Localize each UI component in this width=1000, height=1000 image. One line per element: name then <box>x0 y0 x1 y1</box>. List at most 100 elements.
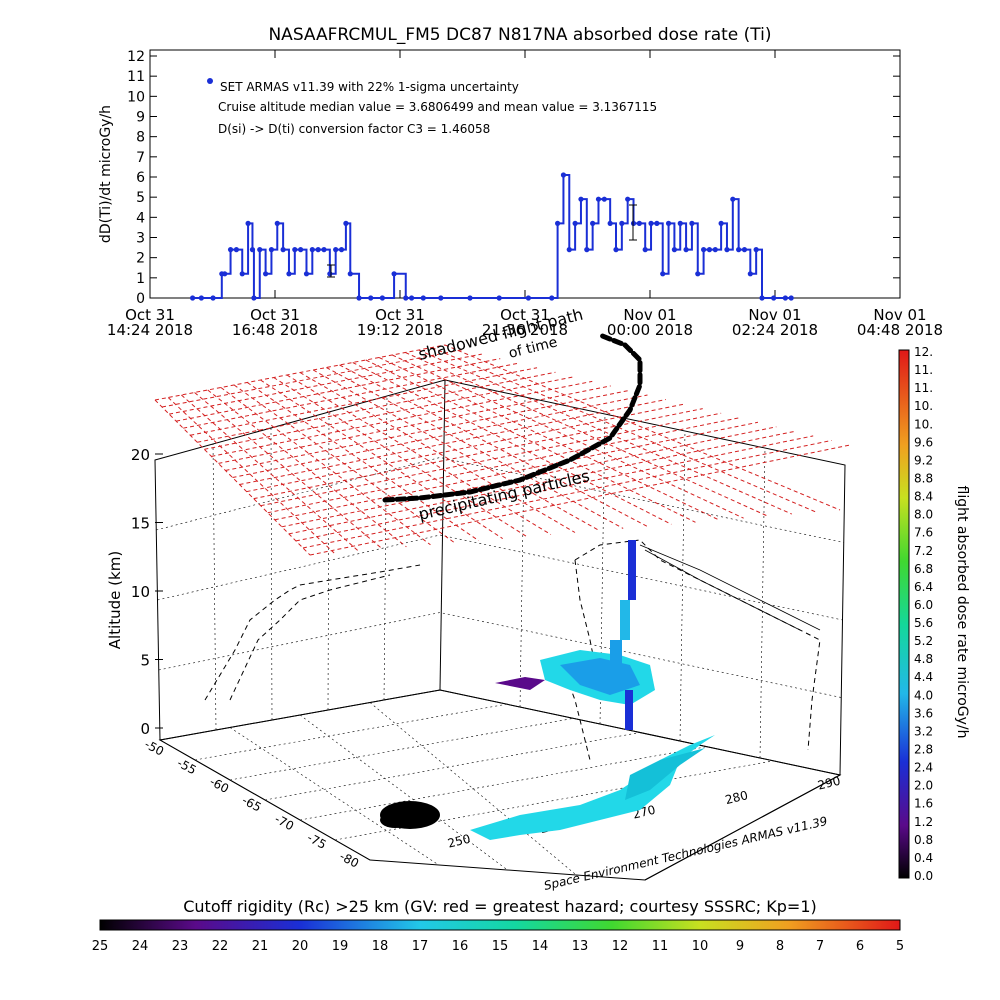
mesh-line <box>194 392 383 550</box>
rigidity-tick-label: 24 <box>132 939 149 954</box>
floor-grid-line <box>229 718 574 781</box>
floor-grid-line <box>194 703 507 761</box>
x-tick-label-date: Oct 31 <box>125 306 175 324</box>
dose-colorbar-tick-label: 2.8 <box>914 743 933 757</box>
mesh-line <box>154 399 311 556</box>
dose-colorbar-tick-label: 0.8 <box>914 833 933 847</box>
rigidity-tick-label: 15 <box>492 939 509 954</box>
rigidity-ticks: 25 24 23 22 21 20 19 18 17 16 15 14 13 12 11 10 9 8 7 6 5 <box>92 939 904 954</box>
latitude-tick-label: -70 <box>272 812 296 834</box>
dose-rate-point <box>280 247 286 253</box>
dose-rate-point <box>257 247 263 253</box>
mesh-line <box>232 394 648 478</box>
mesh-line <box>418 349 793 515</box>
dose-colorbar-tick-label: 8.8 <box>914 471 933 485</box>
flight-path-projection-solid <box>639 544 821 631</box>
flight-3d-panel: 0 5 10 15 20 Altitude (km) -80 -75 -70 -65 -60 -5… <box>106 305 851 893</box>
mesh-line <box>181 394 359 552</box>
mesh-line <box>260 412 722 507</box>
mesh-line <box>295 435 814 542</box>
dose-colorbar-tick-label: 7.2 <box>914 544 933 558</box>
wall-grid-line <box>158 612 842 698</box>
dose-rate-point <box>701 247 707 253</box>
dose-rate-point <box>315 247 321 253</box>
radiation-surface-mesh <box>154 344 851 556</box>
longitude-tick-label: 290 <box>816 774 842 793</box>
dose-rate-point <box>625 196 631 202</box>
dose-rate-point <box>636 220 642 226</box>
dose-rate-point <box>648 220 654 226</box>
dose-rate-point <box>268 247 275 253</box>
mesh-line <box>309 444 851 556</box>
dose-colorbar-tick-label: 3.2 <box>914 724 933 738</box>
dose-rate-point <box>403 295 409 301</box>
dose-rate-point <box>671 247 678 253</box>
dose-rate-point <box>227 247 234 253</box>
mesh-line <box>239 399 667 486</box>
longitude-tick-label: 280 <box>724 788 750 807</box>
dose-rate-point <box>584 247 590 253</box>
floor-grid-line <box>229 727 439 866</box>
floor-grid-line <box>264 732 641 801</box>
dose-colorbar-tick-label: 8.0 <box>914 508 933 522</box>
x-tick-label-time: 02:24 2018 <box>732 321 818 339</box>
dose-rate-point <box>736 247 742 253</box>
dose-rate-point <box>607 220 613 226</box>
mesh-line <box>168 353 482 415</box>
y-tick-label: 4 <box>136 210 145 226</box>
rigidity-tick-label: 19 <box>332 939 349 954</box>
wall-grid <box>156 395 844 759</box>
x-tick-label-time: 04:48 2018 <box>857 321 943 339</box>
mesh-line <box>218 385 611 464</box>
dose-rate-point <box>689 220 695 226</box>
mesh-line <box>392 354 744 519</box>
dose-colorbar-tick-label: 5.6 <box>914 616 933 630</box>
altitude-tick-label: 10 <box>131 583 150 601</box>
dose-rate-point <box>578 196 584 202</box>
mesh-line <box>274 421 759 521</box>
rigidity-title: Cutoff rigidity (Rc) >25 km (GV: red = g… <box>183 897 817 916</box>
dose-rate-point <box>706 247 713 253</box>
mesh-line <box>211 380 593 457</box>
chart-title: NASAAFRCMUL_FM5 DC87 N817NA absorbed dos… <box>268 25 771 45</box>
y-tick-label: 11 <box>127 69 145 85</box>
latitude-axis: -80 -75 -70 -65 -60 -55 -50 <box>142 737 361 871</box>
x-tick-label-date: Nov 01 <box>873 306 926 324</box>
wall-grid-line <box>519 396 526 708</box>
dose-colorbar-tick-label: 1.6 <box>914 797 933 811</box>
dose-rate-point <box>467 295 473 301</box>
y-tick-label: 5 <box>136 190 145 206</box>
dose-rate-point <box>210 295 216 301</box>
dose-rate-point <box>356 295 362 301</box>
rigidity-colorbar-gradient <box>99 919 901 931</box>
y-tick-label: 12 <box>127 49 145 65</box>
rigidity-tick-label: 11 <box>652 939 669 954</box>
mesh-line <box>339 364 648 527</box>
rigidity-tick-label: 9 <box>736 939 744 954</box>
dose-colorbar-tick-label: 8.4 <box>914 490 933 504</box>
altitude-tick-label: 15 <box>131 515 150 533</box>
dose-rate-point <box>718 220 724 226</box>
dose-rate-point <box>303 271 310 277</box>
mesh-line <box>312 369 600 531</box>
mesh-line <box>302 439 832 549</box>
mesh-line <box>286 374 552 535</box>
rigidity-tick-label: 23 <box>172 939 189 954</box>
flight-path-projection <box>204 539 821 761</box>
dose-rate-point <box>327 271 333 277</box>
latitude-tick-label: -55 <box>175 756 199 778</box>
dose-rate-point <box>309 247 315 253</box>
dose-rate-point <box>233 247 239 253</box>
rigidity-tick-label: 10 <box>692 939 709 954</box>
mesh-line <box>197 371 556 443</box>
dose-rate-point <box>741 247 748 253</box>
altitude-tick-label: 20 <box>131 446 150 464</box>
dose-rate-point <box>338 247 345 253</box>
y-tick-label: 10 <box>127 89 145 105</box>
dose-rate-point <box>286 271 292 277</box>
mesh-line <box>267 417 740 514</box>
wall-grid-line <box>679 430 686 742</box>
altitude-axis: 0 5 10 15 20 <box>131 446 163 738</box>
